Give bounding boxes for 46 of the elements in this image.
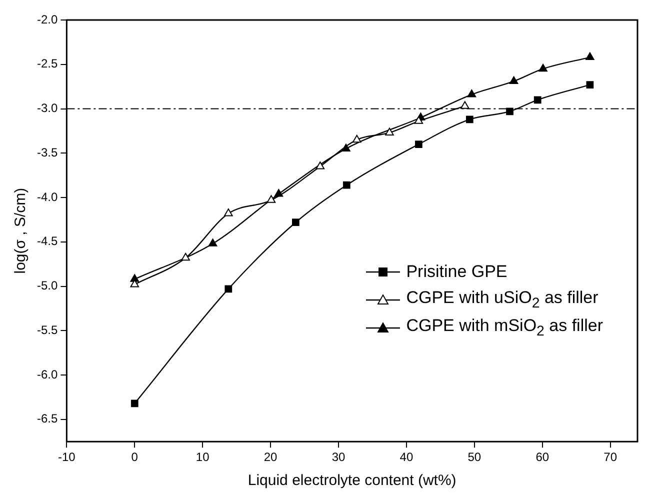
y-tick-label: -2.5	[36, 56, 58, 71]
point	[130, 400, 138, 408]
legend-label: CGPE with mSiO$_{2}$ as filler	[406, 316, 603, 340]
point	[342, 181, 350, 189]
point	[224, 208, 233, 216]
point	[292, 218, 300, 226]
point	[415, 140, 422, 148]
point	[414, 116, 424, 124]
point	[466, 116, 474, 124]
x-tick-label: 20	[264, 450, 278, 464]
y-axis-title: log(σ , S/cm)	[12, 188, 30, 274]
x-tick-label: 30	[332, 450, 346, 464]
point	[385, 128, 394, 136]
x-tick-label: 70	[604, 450, 618, 464]
point	[509, 76, 518, 84]
point	[586, 81, 594, 88]
x-tick-label: 60	[536, 450, 550, 464]
point	[538, 64, 548, 72]
point	[586, 52, 594, 60]
x-tick-label: 10	[196, 450, 210, 464]
legend-label: Prisitine GPE	[406, 262, 508, 282]
x-tick-label: 50	[468, 450, 482, 464]
y-tick-label: -4.5	[36, 234, 58, 248]
y-tick-label: -3.5	[36, 145, 58, 160]
point	[506, 108, 514, 116]
point	[208, 238, 218, 246]
point	[460, 101, 470, 109]
y-tick-label: -5.0	[36, 278, 58, 293]
y-tick-label: -5.5	[36, 322, 58, 337]
x-tick-label: 0	[131, 450, 138, 464]
point	[534, 96, 542, 104]
y-tick-label: -3.0	[36, 101, 58, 116]
point	[224, 285, 232, 293]
y-tick-label: -4.0	[36, 190, 58, 204]
point	[352, 134, 362, 143]
y-tick-label: -2.0	[36, 12, 58, 26]
point	[266, 195, 276, 203]
y-tick-label: -6.0	[36, 367, 58, 382]
x-tick-label: 40	[400, 450, 414, 464]
point	[316, 161, 325, 170]
legend-label: CGPE with uSiO$_{2}$ as filler	[406, 288, 598, 312]
x-tick-label: -10	[58, 450, 76, 464]
point	[181, 252, 190, 261]
x-axis-title: Liquid electrolyte content (wt%)	[248, 472, 456, 490]
y-tick-label: -6.5	[36, 412, 58, 426]
point	[467, 90, 476, 98]
